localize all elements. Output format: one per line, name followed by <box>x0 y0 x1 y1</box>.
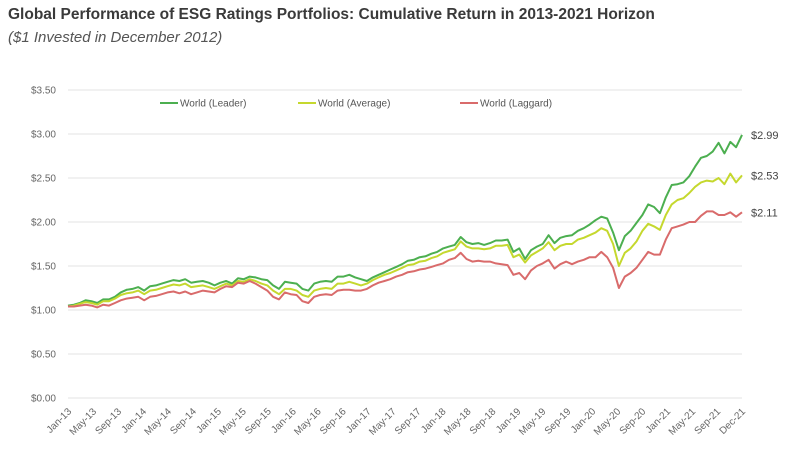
y-tick-label: $1.00 <box>31 306 56 317</box>
x-tick-label: Sep-21 <box>693 406 724 437</box>
x-tick-label: May-19 <box>517 406 549 438</box>
y-tick-label: $3.50 <box>31 86 56 97</box>
x-tick-label: Sep-14 <box>168 406 199 437</box>
x-tick-label: Sep-16 <box>318 406 349 437</box>
x-tick-label: May-18 <box>442 406 474 438</box>
x-tick-label: Sep-18 <box>468 406 499 437</box>
y-tick-label: $2.50 <box>31 174 56 185</box>
x-tick-label: Sep-13 <box>93 406 124 437</box>
y-tick-label: $1.50 <box>31 262 56 273</box>
series-line <box>67 172 743 308</box>
chart-title: Global Performance of ESG Ratings Portfo… <box>8 6 655 23</box>
legend-label: World (Average) <box>318 99 390 110</box>
chart-subtitle: ($1 Invested in December 2012) <box>8 29 223 46</box>
y-tick-label: $0.50 <box>31 350 56 361</box>
x-tick-label: May-13 <box>68 406 100 438</box>
series-line <box>68 210 743 309</box>
legend-label: World (Leader) <box>180 99 247 110</box>
x-tick-label: May-21 <box>667 406 699 438</box>
y-tick-label: $2.00 <box>31 218 56 229</box>
y-tick-label: $0.00 <box>31 394 56 405</box>
x-tick-label: Dec-21 <box>718 406 749 437</box>
x-tick-label: May-15 <box>217 406 249 438</box>
x-tick-label: Sep-15 <box>243 406 274 437</box>
x-tick-label: Sep-17 <box>393 406 424 437</box>
x-tick-label: May-16 <box>292 406 324 438</box>
end-value-label: $2.53 <box>751 170 779 182</box>
x-tick-label: May-14 <box>143 406 175 438</box>
series-line <box>67 134 743 307</box>
end-value-label: $2.99 <box>751 130 779 142</box>
y-tick-label: $3.00 <box>31 130 56 141</box>
x-tick-label: May-17 <box>367 406 399 438</box>
x-tick-label: Sep-20 <box>618 406 649 437</box>
x-tick-label: May-20 <box>592 406 624 438</box>
end-value-label: $2.11 <box>751 207 778 219</box>
legend-label: World (Laggard) <box>480 99 552 110</box>
x-tick-label: Sep-19 <box>543 406 574 437</box>
